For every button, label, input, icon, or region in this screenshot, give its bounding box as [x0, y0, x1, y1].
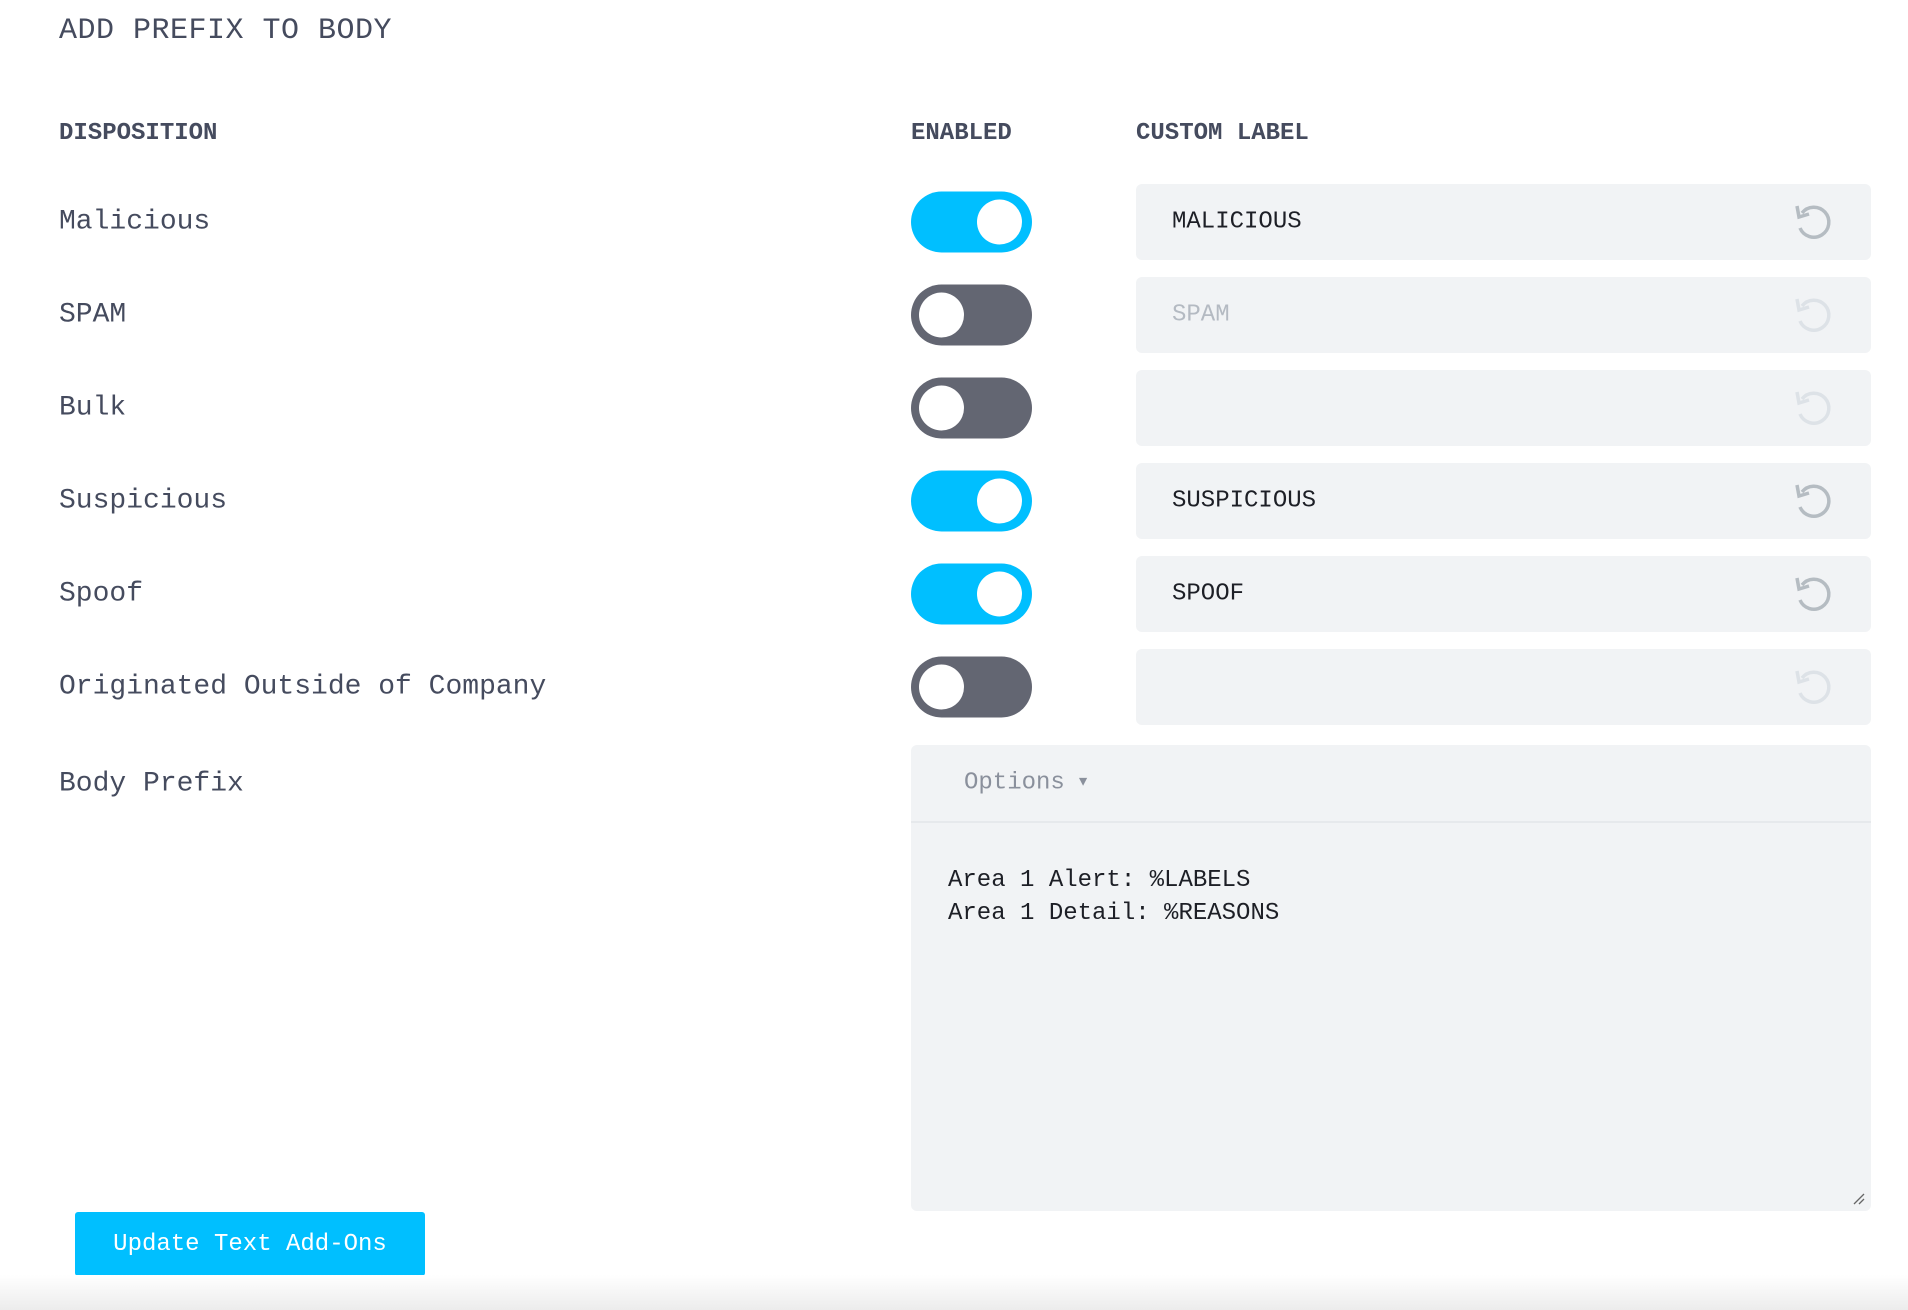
header-disposition: DISPOSITION: [59, 120, 218, 147]
toggle-knob: [919, 292, 964, 338]
reset-icon[interactable]: [1791, 293, 1835, 337]
disposition-label: Spoof: [59, 578, 144, 610]
options-label: Options: [964, 769, 1065, 797]
enabled-toggle[interactable]: [911, 191, 1032, 253]
reset-icon[interactable]: [1791, 665, 1835, 709]
header-enabled: ENABLED: [911, 120, 1012, 147]
resize-handle-icon[interactable]: [1849, 1189, 1865, 1205]
reset-icon[interactable]: [1791, 479, 1835, 523]
toggle-knob: [977, 199, 1022, 245]
disposition-label: Suspicious: [59, 485, 228, 517]
toggle-knob: [977, 571, 1022, 617]
enabled-toggle[interactable]: [911, 284, 1032, 346]
toggle-knob: [977, 478, 1022, 524]
reset-icon[interactable]: [1791, 200, 1835, 244]
custom-label-value: SPOOF: [1172, 580, 1245, 608]
custom-label-value: SUSPICIOUS: [1172, 487, 1317, 515]
custom-label-input[interactable]: SPOOF: [1136, 556, 1871, 632]
bottom-shadow: [0, 1275, 1908, 1310]
custom-label-input[interactable]: [1136, 649, 1871, 725]
enabled-toggle[interactable]: [911, 656, 1032, 718]
body-prefix-textarea[interactable]: Area 1 Alert: %LABELS Area 1 Detail: %RE…: [911, 823, 1871, 1211]
custom-label-value: MALICIOUS: [1172, 208, 1302, 236]
disposition-label: Bulk: [59, 392, 127, 424]
options-dropdown[interactable]: Options ▼: [964, 770, 1087, 797]
toggle-knob: [919, 664, 964, 710]
body-prefix-label: Body Prefix: [59, 768, 244, 800]
update-text-addons-button[interactable]: Update Text Add-Ons: [75, 1212, 425, 1276]
options-bar: Options ▼: [911, 745, 1871, 823]
reset-icon[interactable]: [1791, 572, 1835, 616]
disposition-label: SPAM: [59, 299, 127, 331]
custom-label-value: SPAM: [1172, 301, 1230, 329]
textarea-line: Area 1 Detail: %REASONS: [948, 900, 1280, 927]
enabled-toggle[interactable]: [911, 377, 1032, 439]
textarea-line: Area 1 Alert: %LABELS: [948, 867, 1251, 894]
custom-label-input[interactable]: [1136, 370, 1871, 446]
header-custom-label: CUSTOM LABEL: [1136, 120, 1309, 147]
reset-icon[interactable]: [1791, 386, 1835, 430]
section-title: ADD PREFIX TO BODY: [59, 14, 393, 48]
caret-down-icon: ▼: [1078, 774, 1088, 791]
enabled-toggle[interactable]: [911, 470, 1032, 532]
toggle-knob: [919, 385, 964, 431]
custom-label-input[interactable]: SUSPICIOUS: [1136, 463, 1871, 539]
custom-label-input[interactable]: MALICIOUS: [1136, 184, 1871, 260]
enabled-toggle[interactable]: [911, 563, 1032, 625]
disposition-label: Malicious: [59, 206, 211, 238]
disposition-label: Originated Outside of Company: [59, 671, 547, 703]
custom-label-input[interactable]: SPAM: [1136, 277, 1871, 353]
